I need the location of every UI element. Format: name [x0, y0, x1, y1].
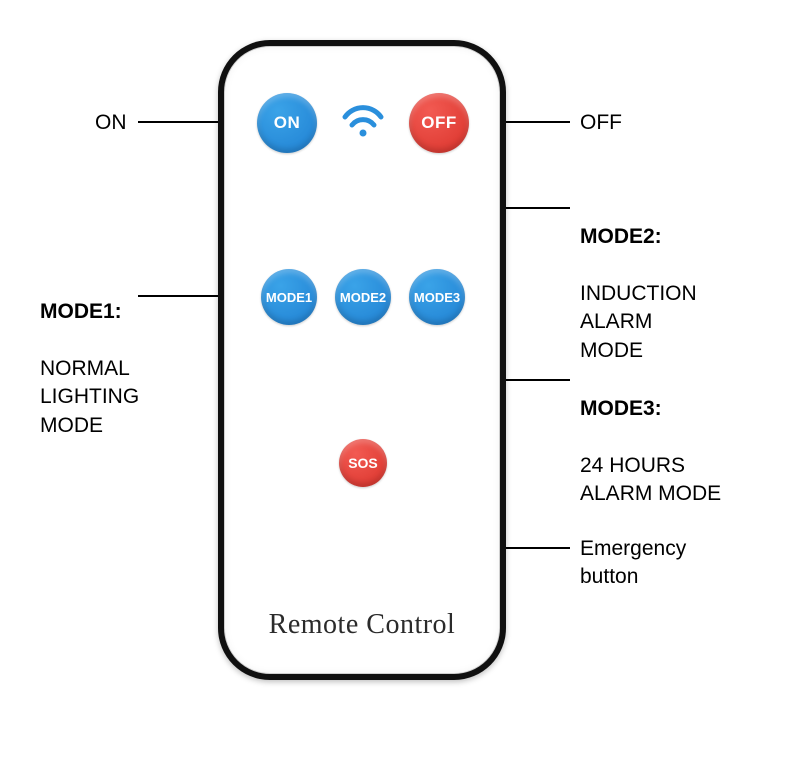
callout-on: ON: [95, 109, 127, 137]
callout-off: OFF: [580, 109, 622, 137]
callout-mode2: MODE2: INDUCTION ALARM MODE: [580, 195, 697, 365]
diagram-stage: ON OFF MODE1 MODE2 MODE3 SOS Remote Cont…: [0, 0, 800, 757]
remote-outer: ON OFF MODE1 MODE2 MODE3 SOS Remote Cont…: [218, 40, 506, 680]
callout-mode2-title: MODE2:: [580, 225, 662, 248]
mode3-button[interactable]: MODE3: [409, 269, 465, 325]
remote-inner: ON OFF MODE1 MODE2 MODE3 SOS Remote Cont…: [224, 46, 500, 674]
remote-title: Remote Control: [225, 609, 499, 641]
callout-mode1: MODE1: NORMAL LIGHTING MODE: [40, 270, 139, 440]
sos-button[interactable]: SOS: [339, 439, 387, 487]
mode1-button[interactable]: MODE1: [261, 269, 317, 325]
off-button[interactable]: OFF: [409, 93, 469, 153]
callout-mode1-body: NORMAL LIGHTING MODE: [40, 357, 139, 437]
callout-mode3-title: MODE3:: [580, 397, 662, 420]
callout-mode3: MODE3: 24 HOURS ALARM MODE: [580, 367, 721, 509]
mode2-button[interactable]: MODE2: [335, 269, 391, 325]
callout-emergency: Emergency button: [580, 535, 686, 592]
callout-mode2-body: INDUCTION ALARM MODE: [580, 282, 697, 362]
wifi-icon: [338, 99, 388, 139]
callout-mode3-body: 24 HOURS ALARM MODE: [580, 454, 721, 505]
callout-mode1-title: MODE1:: [40, 300, 122, 323]
on-button[interactable]: ON: [257, 93, 317, 153]
